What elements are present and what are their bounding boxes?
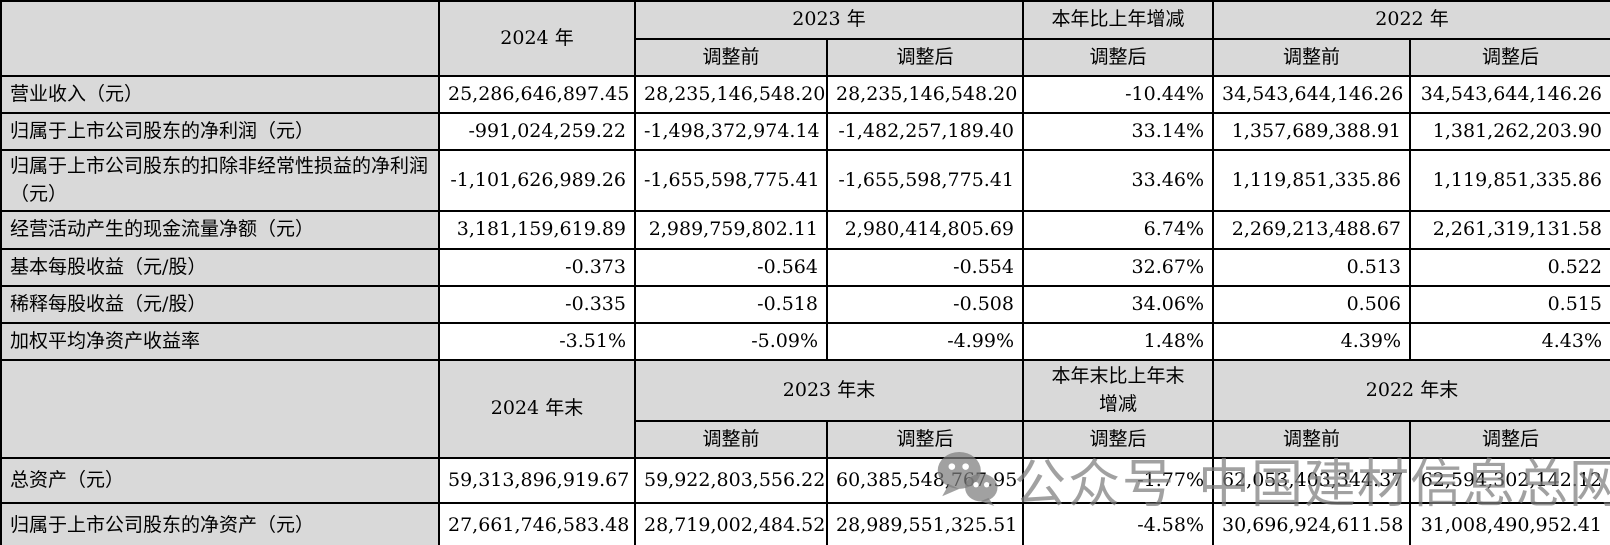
row-label: 稀释每股收益（元/股）: [0, 285, 440, 325]
cell-value: 60,385,548,767.95: [826, 457, 1024, 505]
cell-value: 30,696,924,611.58: [1212, 502, 1411, 545]
cell-value: 2,980,414,805.69: [826, 210, 1024, 251]
table-row: 归属于上市公司股东的净资产（元） 27,661,746,583.48 28,719,…: [0, 502, 1610, 545]
cell-value: 34.06%: [1022, 285, 1214, 325]
row-label: 归属于上市公司股东的净资产（元）: [0, 502, 440, 545]
table-row: 归属于上市公司股东的扣除非经常性损益的净利润（元） -1,101,626,989.…: [0, 148, 1610, 213]
cell-value: 31,008,490,952.41: [1409, 502, 1610, 545]
col-header-change: 本年比上年增减: [1022, 0, 1214, 40]
row-label: 归属于上市公司股东的净利润（元）: [0, 112, 440, 151]
cell-value: 27,661,746,583.48: [438, 502, 636, 545]
cell-value: 0.513: [1212, 248, 1411, 288]
corner-cell-yearend: [0, 359, 440, 460]
cell-value: -0.373: [438, 248, 636, 288]
row-label: 营业收入（元）: [0, 75, 440, 114]
subheader-2022-before: 调整前: [1212, 38, 1411, 77]
cell-value: 32.67%: [1022, 248, 1214, 288]
table-row: 经营活动产生的现金流量净额（元） 3,181,159,619.89 2,989,75…: [0, 210, 1610, 251]
cell-value: 59,922,803,556.22: [634, 457, 828, 505]
subheader-2023-after: 调整后: [826, 38, 1024, 77]
cell-value: 2,261,319,131.58: [1409, 210, 1610, 251]
cell-value: -991,024,259.22: [438, 112, 636, 151]
cell-value: -4.99%: [826, 322, 1024, 362]
cell-value: -1,655,598,775.41: [634, 148, 828, 213]
cell-value: 28,989,551,325.51: [826, 502, 1024, 545]
cell-value: -5.09%: [634, 322, 828, 362]
cell-value: 2,989,759,802.11: [634, 210, 828, 251]
cell-value: 62,594,302,142.12: [1409, 457, 1610, 505]
cell-value: -0.518: [634, 285, 828, 325]
subheader-2023-before: 调整前: [634, 38, 828, 77]
cell-value: -0.564: [634, 248, 828, 288]
cell-value: -0.508: [826, 285, 1024, 325]
col-header-yearend-change: 本年末比上年末 增减: [1022, 359, 1214, 423]
cell-value: 0.515: [1409, 285, 1610, 325]
cell-value: 2,269,213,488.67: [1212, 210, 1411, 251]
cell-value: 28,235,146,548.20: [634, 75, 828, 114]
cell-value: -10.44%: [1022, 75, 1214, 114]
cell-value: 34,543,644,146.26: [1212, 75, 1411, 114]
subheader-2022-after: 调整后: [1409, 38, 1610, 77]
subheader-change-after: 调整后: [1022, 38, 1214, 77]
cell-value: 1.48%: [1022, 322, 1214, 362]
row-label: 经营活动产生的现金流量净额（元）: [0, 210, 440, 251]
cell-value: 59,313,896,919.67: [438, 457, 636, 505]
cell-value: 4.39%: [1212, 322, 1411, 362]
col-header-2023-end: 2023 年末: [634, 359, 1024, 423]
cell-value: -1,498,372,974.14: [634, 112, 828, 151]
cell-value: 28,719,002,484.52: [634, 502, 828, 545]
cell-value: 1,357,689,388.91: [1212, 112, 1411, 151]
cell-value: 25,286,646,897.45: [438, 75, 636, 114]
cell-value: 1,119,851,335.86: [1212, 148, 1411, 213]
cell-value: 0.522: [1409, 248, 1610, 288]
cell-value: -1,482,257,189.40: [826, 112, 1024, 151]
table-row: 稀释每股收益（元/股） -0.335 -0.518 -0.508 34.06% 0.506…: [0, 285, 1610, 325]
cell-value: 34,543,644,146.26: [1409, 75, 1610, 114]
row-label: 总资产（元）: [0, 457, 440, 505]
col-header-2022: 2022 年: [1212, 0, 1610, 40]
cell-value: 33.46%: [1022, 148, 1214, 213]
subheader-2022end-after: 调整后: [1409, 420, 1610, 460]
subheader-yearend-change-after: 调整后: [1022, 420, 1214, 460]
col-header-2024-end: 2024 年末: [438, 359, 636, 460]
cell-value: 1,119,851,335.86: [1409, 148, 1610, 213]
cell-value: -1.77%: [1022, 457, 1214, 505]
row-label: 加权平均净资产收益率: [0, 322, 440, 362]
cell-value: 4.43%: [1409, 322, 1610, 362]
subheader-2023end-before: 调整前: [634, 420, 828, 460]
col-header-2023: 2023 年: [634, 0, 1024, 40]
subheader-2022end-before: 调整前: [1212, 420, 1411, 460]
corner-cell-annual: [0, 0, 440, 77]
row-label: 基本每股收益（元/股）: [0, 248, 440, 288]
cell-value: -1,655,598,775.41: [826, 148, 1024, 213]
table-row: 归属于上市公司股东的净利润（元） -991,024,259.22 -1,498,37…: [0, 112, 1610, 151]
cell-value: 33.14%: [1022, 112, 1214, 151]
cell-value: 62,053,403,344.37: [1212, 457, 1411, 505]
col-header-2022-end: 2022 年末: [1212, 359, 1610, 423]
table-row: 营业收入（元） 25,286,646,897.45 28,235,146,548.2…: [0, 75, 1610, 114]
cell-value: 28,235,146,548.20: [826, 75, 1024, 114]
cell-value: -3.51%: [438, 322, 636, 362]
cell-value: -1,101,626,989.26: [438, 148, 636, 213]
col-header-2024: 2024 年: [438, 0, 636, 77]
cell-value: 0.506: [1212, 285, 1411, 325]
cell-value: 1,381,262,203.90: [1409, 112, 1610, 151]
table-row: 基本每股收益（元/股） -0.373 -0.564 -0.554 32.67% 0.513…: [0, 248, 1610, 288]
cell-value: -4.58%: [1022, 502, 1214, 545]
cell-value: 6.74%: [1022, 210, 1214, 251]
table-row: 总资产（元） 59,313,896,919.67 59,922,803,556.22…: [0, 457, 1610, 505]
table-row: 加权平均净资产收益率 -3.51% -5.09% -4.99% 1.48% 4.39% 4.…: [0, 322, 1610, 362]
cell-value: 3,181,159,619.89: [438, 210, 636, 251]
row-label: 归属于上市公司股东的扣除非经常性损益的净利润（元）: [0, 148, 440, 213]
subheader-2023end-after: 调整后: [826, 420, 1024, 460]
cell-value: -0.554: [826, 248, 1024, 288]
cell-value: -0.335: [438, 285, 636, 325]
